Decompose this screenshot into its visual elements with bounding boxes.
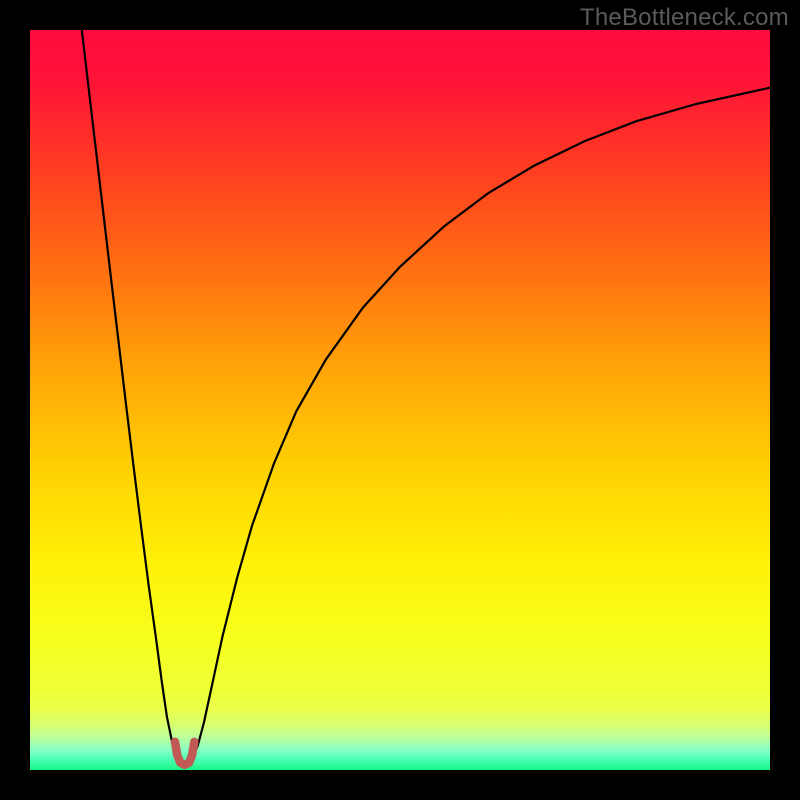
chart-svg [0,0,800,800]
watermark-text: TheBottleneck.com [580,4,789,32]
bottom-u-marker [175,742,194,765]
main-curve [82,30,770,763]
